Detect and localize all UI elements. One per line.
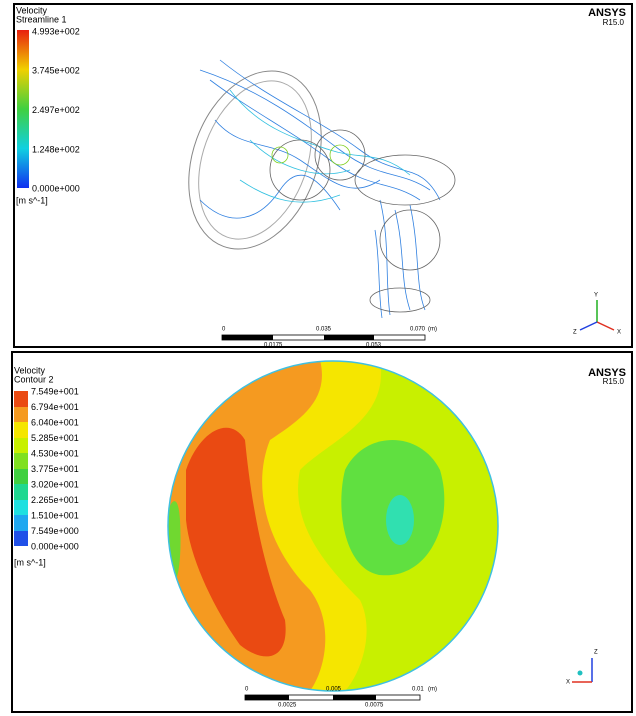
version: R15.0 — [603, 18, 625, 27]
title: Velocity — [16, 5, 48, 15]
scale-label: 0 — [222, 327, 226, 333]
axis-label: Z — [594, 650, 598, 656]
legend-label: 2.265e+001 — [31, 495, 79, 505]
scale-label: 0.005 — [326, 687, 342, 693]
legend-label: 0.000e+000 — [31, 541, 79, 551]
scale-label: 0.053 — [366, 343, 382, 349]
axis-label: Y — [594, 293, 598, 299]
brand: ANSYS — [588, 367, 626, 379]
legend-label: 2.497e+002 — [32, 105, 80, 115]
subtitle: Contour 2 — [14, 374, 54, 384]
legend-label: 7.549e+000 — [31, 526, 79, 536]
legend-label: 5.285e+001 — [31, 433, 79, 443]
legend-label: 3.745e+002 — [32, 66, 80, 76]
scale-label: (m) — [428, 327, 437, 333]
legend-label: 4.530e+001 — [31, 448, 79, 458]
scale-label: (m) — [428, 687, 437, 693]
scale-label: 0.01 — [412, 687, 424, 693]
legend-label: 6.794e+001 — [31, 402, 79, 412]
scale-label: 0.070 — [410, 327, 426, 333]
legend-label: 7.549e+001 — [31, 386, 79, 396]
scale-bar — [244, 694, 421, 701]
axis-triad — [579, 300, 615, 331]
legend-label: 4.993e+002 — [32, 26, 80, 36]
legend-label: 0.000e+000 — [32, 184, 80, 194]
color-legend — [17, 30, 29, 188]
brand: ANSYS — [588, 7, 626, 19]
axis-label: X — [617, 330, 621, 336]
scale-bar — [221, 334, 426, 341]
legend-label: 3.775e+001 — [31, 464, 79, 474]
scale-label: 0 — [245, 687, 249, 693]
domain-outline — [167, 360, 499, 692]
unit: [m s^-1] — [14, 557, 46, 567]
version: R15.0 — [603, 377, 625, 386]
axis-triad — [572, 658, 593, 683]
color-legend — [14, 391, 28, 546]
legend-label: 1.248e+002 — [32, 144, 80, 154]
title: Velocity — [14, 365, 46, 375]
scale-label: 0.035 — [316, 327, 332, 333]
legend-label: 1.510e+001 — [31, 510, 79, 520]
scale-label: 0.0025 — [278, 703, 297, 709]
scale-label: 0.0075 — [365, 703, 384, 709]
scale-label: 0.0175 — [264, 343, 283, 349]
legend-label: 3.020e+001 — [31, 479, 79, 489]
axis-label: Z — [573, 330, 577, 336]
unit: [m s^-1] — [16, 195, 48, 205]
legend-label: 6.040e+001 — [31, 417, 79, 427]
subtitle: Streamline 1 — [16, 14, 67, 24]
contour-plot — [168, 361, 498, 691]
axis-label: X — [566, 680, 570, 686]
streamlines — [188, 59, 456, 319]
